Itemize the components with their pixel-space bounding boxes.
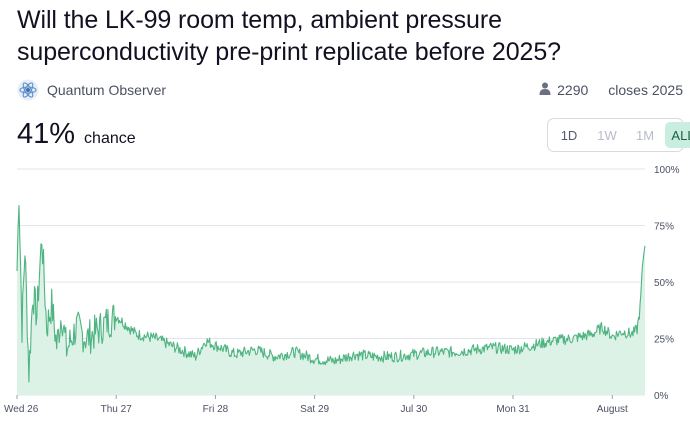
x-tick-label: Sat 29 xyxy=(300,404,329,415)
y-tick-label: 0% xyxy=(654,391,669,402)
chart-area-fill xyxy=(17,205,645,395)
probability-value: 41% xyxy=(17,118,76,150)
x-tick-label: Mon 31 xyxy=(496,404,530,415)
market-title: Will the LK-99 room temp, ambient pressu… xyxy=(17,6,561,66)
chart-series-line xyxy=(16,204,646,383)
close-date: closes 2025 xyxy=(608,82,683,98)
market-meta: 2290 closes 2025 xyxy=(539,82,683,98)
x-tick-label: Fri 28 xyxy=(203,404,229,415)
y-tick-label: 75% xyxy=(654,222,674,233)
user-icon xyxy=(539,82,551,98)
period-1w-button[interactable]: 1W xyxy=(597,127,617,143)
y-tick-label: 25% xyxy=(654,335,674,346)
creator-name: Quantum Observer xyxy=(47,82,167,98)
atom-icon xyxy=(17,79,39,101)
probability-chart[interactable]: 100% 75% 50% 25% 0% Wed 26 Thu 27 Fri 28 Sat 29 J… xyxy=(0,160,690,425)
period-all-button[interactable]: ALL xyxy=(665,122,690,148)
creator-link[interactable]: Quantum Observer xyxy=(17,79,166,101)
period-selector: 1D 1W 1M ALL xyxy=(547,118,690,152)
y-tick-label: 100% xyxy=(654,165,680,176)
traders-count: 2290 xyxy=(557,82,589,98)
x-tick-label: August xyxy=(597,404,628,415)
period-1d-button[interactable]: 1D xyxy=(560,127,578,143)
probability-display: 41% chance xyxy=(17,118,136,151)
x-tick-label: Jul 30 xyxy=(400,404,427,415)
x-tick-label: Thu 27 xyxy=(101,404,133,415)
probability-label: chance xyxy=(84,130,136,147)
x-tick-label: Wed 26 xyxy=(4,404,39,415)
y-tick-label: 50% xyxy=(654,278,674,289)
period-1m-button[interactable]: 1M xyxy=(635,127,655,143)
